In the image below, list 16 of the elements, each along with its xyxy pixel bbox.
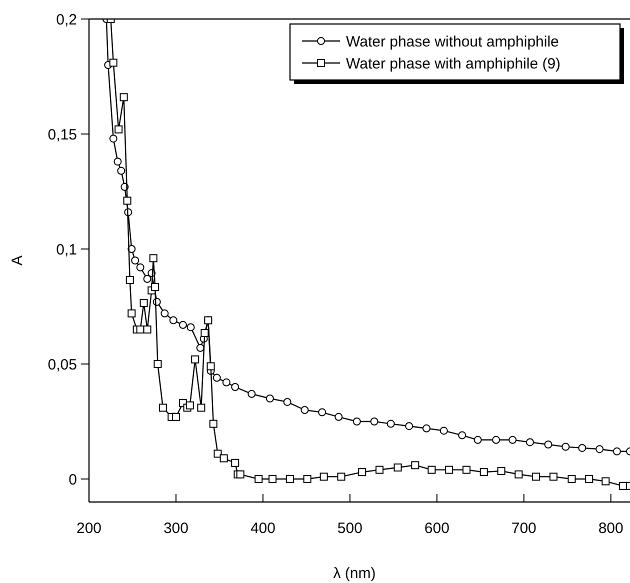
x-tick-label: 700 bbox=[511, 520, 536, 537]
x-tick-label: 300 bbox=[163, 520, 188, 537]
y-tick-label: 0 bbox=[68, 471, 77, 488]
x-tick-label: 600 bbox=[424, 520, 450, 537]
legend-label: Water phase without amphiphile bbox=[346, 33, 559, 50]
x-tick-label: 500 bbox=[337, 520, 362, 537]
legend-label: Water phase with amphiphile (9) bbox=[346, 55, 561, 72]
x-tick-label: 200 bbox=[76, 520, 102, 537]
x-tick-label: 400 bbox=[250, 520, 276, 537]
y-tick-label: 0,1 bbox=[56, 241, 77, 258]
y-axis-title: A bbox=[9, 255, 26, 266]
x-axis-title: λ (nm) bbox=[333, 565, 376, 582]
y-tick-label: 0,15 bbox=[48, 126, 77, 144]
y-tick-label: 0,05 bbox=[48, 356, 77, 374]
y-tick-label: 0,2 bbox=[56, 11, 77, 28]
x-tick-label: 800 bbox=[598, 520, 624, 537]
